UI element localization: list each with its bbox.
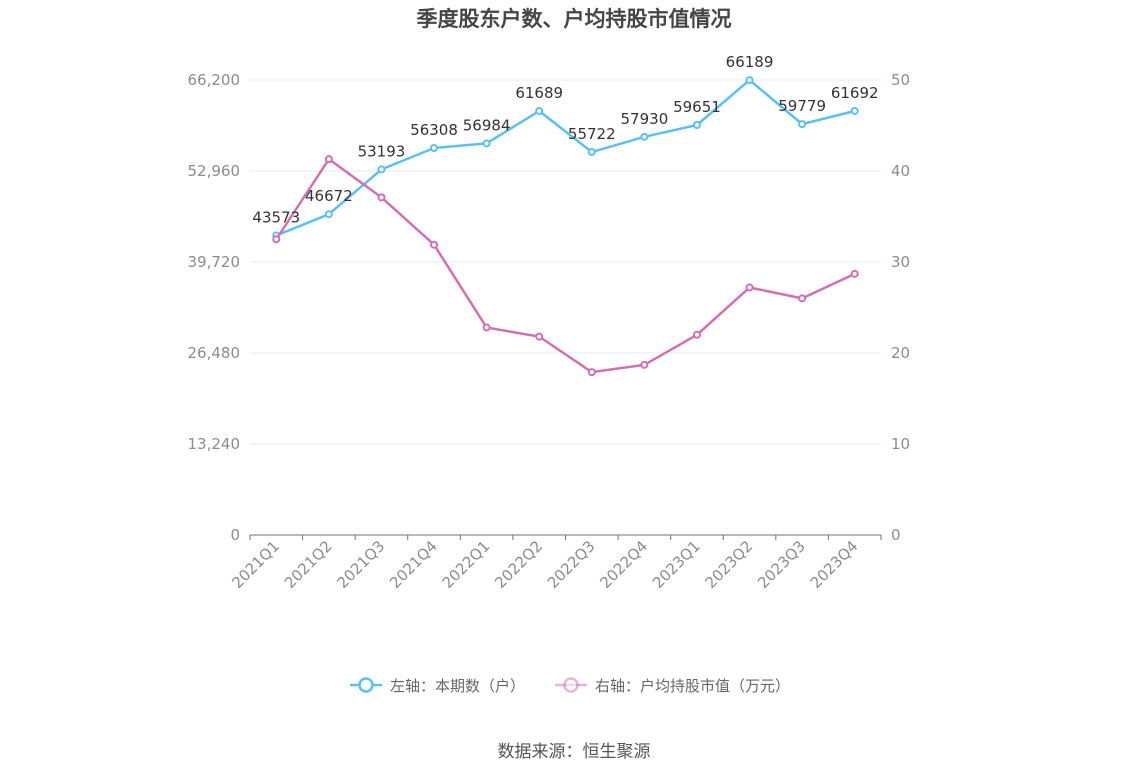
data-label: 55722 <box>568 125 616 143</box>
x-tick-label: 2023Q2 <box>702 537 757 592</box>
avg-market-value-point <box>587 368 596 377</box>
shareholder-count-point <box>798 120 807 129</box>
x-tick-label: 2022Q4 <box>596 537 651 592</box>
avg-market-value-point <box>798 294 807 303</box>
avg-market-value-point <box>745 283 754 292</box>
avg-market-value-point <box>692 330 701 339</box>
data-label: 59651 <box>673 98 721 116</box>
y-right-tick-label: 40 <box>891 162 910 180</box>
shareholder-count-point <box>745 76 754 85</box>
data-source: 数据来源：恒生聚源 <box>497 742 651 762</box>
y-right-tick-label: 30 <box>891 253 910 271</box>
x-tick-label: 2021Q1 <box>228 537 283 592</box>
avg-market-value-point <box>482 323 491 332</box>
y-right-tick-label: 10 <box>891 435 910 453</box>
data-label: 66189 <box>726 53 774 71</box>
legend-marker-icon <box>563 677 579 693</box>
data-label: 61692 <box>831 84 879 102</box>
y-right-tick-label: 20 <box>891 344 910 362</box>
avg-market-value-line <box>275 157 856 374</box>
x-tick-label: 2023Q3 <box>754 537 809 592</box>
x-tick-label: 2021Q3 <box>333 537 388 592</box>
avg-market-value-point <box>535 332 544 341</box>
shareholder-count-point <box>324 210 333 219</box>
shareholder-count-point <box>482 139 491 148</box>
y-left-tick-label: 0 <box>230 526 240 544</box>
avg-market-value-point <box>640 360 649 369</box>
legend-label: 左轴：本期数（户） <box>390 677 525 695</box>
data-label: 56308 <box>410 121 458 139</box>
x-tick-label: 2022Q1 <box>439 537 494 592</box>
x-tick-label: 2022Q2 <box>491 537 546 592</box>
x-tick-label: 2022Q3 <box>544 537 599 592</box>
shareholder-count-point <box>377 165 386 174</box>
x-tick-label: 2023Q1 <box>649 537 704 592</box>
y-left-tick-label: 52,960 <box>188 162 241 180</box>
data-label: 56984 <box>463 116 511 134</box>
avg-market-value-point <box>430 240 439 249</box>
y-left-tick-label: 39,720 <box>188 253 241 271</box>
y-right-tick-label: 0 <box>891 526 901 544</box>
shareholder-count-point <box>850 106 859 115</box>
y-left-tick-label: 66,200 <box>188 71 241 89</box>
y-left-tick-label: 26,480 <box>188 344 241 362</box>
legend-item-avg-market-value[interactable]: 右轴：户均持股市值（万元） <box>555 677 790 695</box>
data-label: 43573 <box>252 209 300 227</box>
legend-label: 右轴：户均持股市值（万元） <box>595 677 790 695</box>
avg-market-value-point <box>377 193 386 202</box>
chart-title: 季度股东户数、户均持股市值情况 <box>416 7 732 31</box>
data-label: 53193 <box>358 142 406 160</box>
shareholder-count-point <box>640 132 649 141</box>
data-label: 46672 <box>305 187 353 205</box>
shareholder-count-point <box>535 107 544 116</box>
data-label: 61689 <box>515 84 563 102</box>
x-tick-label: 2023Q4 <box>807 537 862 592</box>
avg-market-value-point <box>324 155 333 164</box>
shareholder-count-point <box>430 143 439 152</box>
avg-market-value-point <box>272 235 281 244</box>
legend-item-shareholder-count[interactable]: 左轴：本期数（户） <box>350 677 525 695</box>
legend-marker-icon <box>358 677 374 693</box>
avg-market-value-point <box>850 269 859 278</box>
shareholder-count-point <box>587 148 596 157</box>
data-label: 59779 <box>778 97 826 115</box>
data-label: 57930 <box>621 110 669 128</box>
y-right-tick-label: 50 <box>891 71 910 89</box>
shareholder-count-point <box>692 121 701 130</box>
x-tick-label: 2021Q2 <box>281 537 336 592</box>
shareholder-count-line <box>275 78 856 237</box>
x-tick-label: 2021Q4 <box>386 537 441 592</box>
y-left-tick-label: 13,240 <box>188 435 241 453</box>
